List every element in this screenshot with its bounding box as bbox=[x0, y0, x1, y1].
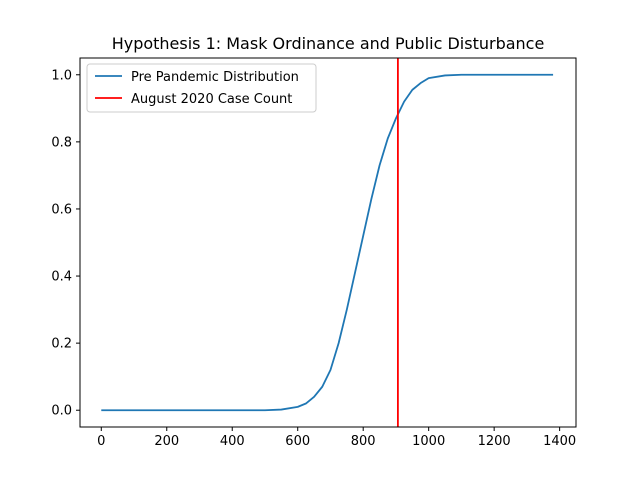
legend-label-august-2020: August 2020 Case Count bbox=[131, 92, 292, 107]
y-tick-label: 0.0 bbox=[51, 404, 72, 419]
x-tick-label: 0 bbox=[97, 434, 105, 449]
y-tick-label: 1.0 bbox=[51, 68, 72, 83]
x-tick-label: 1200 bbox=[478, 434, 511, 449]
x-tick-label: 200 bbox=[154, 434, 179, 449]
y-tick-label: 0.8 bbox=[51, 135, 72, 150]
y-tick-label: 0.2 bbox=[51, 337, 72, 352]
legend-label-pre-pandemic: Pre Pandemic Distribution bbox=[131, 70, 299, 85]
axes-frame bbox=[79, 57, 577, 428]
plot-area bbox=[101, 58, 554, 427]
x-tick-label: 1400 bbox=[543, 434, 576, 449]
y-tick-label: 0.6 bbox=[51, 202, 72, 217]
y-tick-label: 0.4 bbox=[51, 270, 72, 285]
x-tick-label: 1000 bbox=[412, 434, 445, 449]
series-line-pre-pandemic-distribution bbox=[101, 73, 554, 412]
x-tick-label: 400 bbox=[220, 434, 245, 449]
x-tick-label: 600 bbox=[285, 434, 310, 449]
x-axis: 0 200 400 600 800 1000 1200 1400 bbox=[97, 427, 576, 449]
chart-title: Hypothesis 1: Mask Ordinance and Public … bbox=[112, 34, 545, 53]
x-tick-label: 800 bbox=[351, 434, 376, 449]
legend: Pre Pandemic Distribution August 2020 Ca… bbox=[86, 63, 317, 113]
legend-box bbox=[86, 63, 317, 113]
y-axis: 0.0 0.2 0.4 0.6 0.8 1.0 bbox=[51, 68, 80, 419]
